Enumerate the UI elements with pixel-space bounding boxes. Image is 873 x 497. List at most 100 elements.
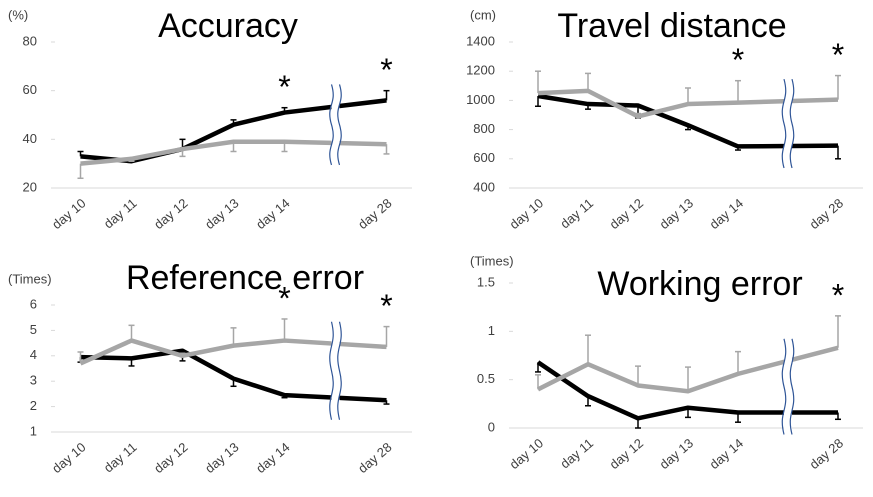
data-line — [80, 139, 387, 166]
y-tick-label: 1200 — [466, 63, 495, 78]
y-tick-label: 1 — [488, 323, 495, 338]
error-bar — [835, 74, 841, 100]
error-bar — [281, 141, 288, 153]
error-bar — [77, 163, 84, 180]
error-bar — [230, 119, 237, 125]
error-bar — [835, 412, 841, 421]
axis-break-line — [781, 338, 787, 435]
significance-mark: * — [278, 280, 290, 316]
axis-break-gap — [331, 321, 340, 420]
error-bar — [535, 96, 541, 107]
chart-title: Travel distance — [557, 7, 786, 45]
error-bar — [635, 365, 641, 386]
data-line — [536, 360, 838, 421]
significance-mark: * — [832, 37, 844, 73]
chart-title: Reference error — [126, 259, 364, 297]
significance-mark: * — [380, 52, 392, 88]
y-tick-label: 0 — [488, 419, 495, 434]
error-bar — [835, 145, 841, 160]
y-tick-label: 2 — [30, 398, 37, 413]
error-bar — [77, 150, 84, 157]
axis-break-line — [329, 321, 334, 420]
y-tick-label: 20 — [23, 179, 37, 194]
axis-break-line — [337, 84, 342, 166]
y-tick-label: 4 — [30, 347, 37, 362]
error-bar — [585, 104, 591, 110]
axis-break-line — [781, 78, 787, 169]
error-bar — [735, 412, 741, 423]
y-axis-label: (Times) — [470, 253, 514, 268]
error-bar — [179, 352, 186, 356]
y-tick-label: 1 — [30, 423, 37, 438]
y-axis-label: (Times) — [8, 271, 52, 286]
y-axis-label: (%) — [8, 7, 28, 22]
y-tick-label: 3 — [30, 373, 37, 388]
error-bar — [585, 334, 591, 365]
error-bar — [685, 125, 691, 131]
y-tick-label: 40 — [23, 131, 37, 146]
error-bar — [735, 79, 741, 103]
error-bar — [635, 112, 641, 117]
significance-mark: * — [832, 277, 844, 313]
y-tick-label: 400 — [473, 179, 495, 194]
error-bar — [685, 366, 691, 392]
error-bar — [281, 318, 288, 341]
error-bar — [230, 378, 237, 388]
axis-break-gap — [331, 84, 340, 165]
chart-title: Accuracy — [158, 7, 298, 45]
error-bar — [230, 141, 237, 153]
y-tick-label: 1000 — [466, 92, 495, 107]
axis-break-line — [789, 78, 795, 169]
error-bar — [383, 325, 390, 347]
chart-title: Working error — [597, 265, 802, 303]
error-bar — [685, 87, 691, 105]
significance-mark: * — [278, 69, 290, 105]
y-tick-label: 800 — [473, 121, 495, 136]
error-bar — [535, 374, 541, 390]
y-tick-label: 6 — [30, 296, 37, 311]
data-line — [80, 348, 387, 403]
error-bar — [635, 418, 641, 429]
y-axis-label: (cm) — [470, 7, 496, 22]
axis-break-gap — [784, 338, 792, 435]
error-bar — [735, 350, 741, 374]
error-bar — [535, 70, 541, 94]
y-tick-label: 600 — [473, 150, 495, 165]
error-bar — [835, 315, 841, 348]
axis-break-line — [789, 338, 795, 435]
y-tick-label: 60 — [23, 82, 37, 97]
error-bar — [535, 362, 541, 373]
error-bar — [77, 351, 84, 364]
error-bar — [128, 158, 135, 162]
error-bar — [179, 149, 186, 158]
error-bar — [383, 144, 390, 155]
y-tick-label: 1400 — [466, 33, 495, 48]
error-bar — [685, 407, 691, 419]
error-bar — [128, 358, 135, 367]
axis-break-line — [329, 84, 334, 166]
significance-mark: * — [380, 288, 392, 324]
data-line — [537, 88, 839, 119]
data-line — [536, 345, 839, 394]
error-bar — [281, 395, 288, 399]
y-tick-label: 80 — [23, 33, 37, 48]
data-line — [79, 338, 387, 366]
error-bar — [383, 400, 390, 405]
error-bar — [735, 146, 741, 151]
error-bar — [585, 396, 591, 407]
y-tick-label: 0.5 — [477, 371, 495, 386]
data-line — [537, 93, 839, 149]
axis-break-gap — [784, 79, 792, 169]
significance-mark: * — [732, 42, 744, 78]
error-bar — [585, 72, 591, 91]
y-tick-label: 5 — [30, 322, 37, 337]
axis-break-line — [337, 321, 342, 420]
y-tick-label: 1.5 — [477, 274, 495, 289]
error-bar — [128, 324, 135, 341]
error-bar — [281, 106, 288, 113]
error-bar — [383, 89, 390, 101]
error-bar — [230, 327, 237, 346]
